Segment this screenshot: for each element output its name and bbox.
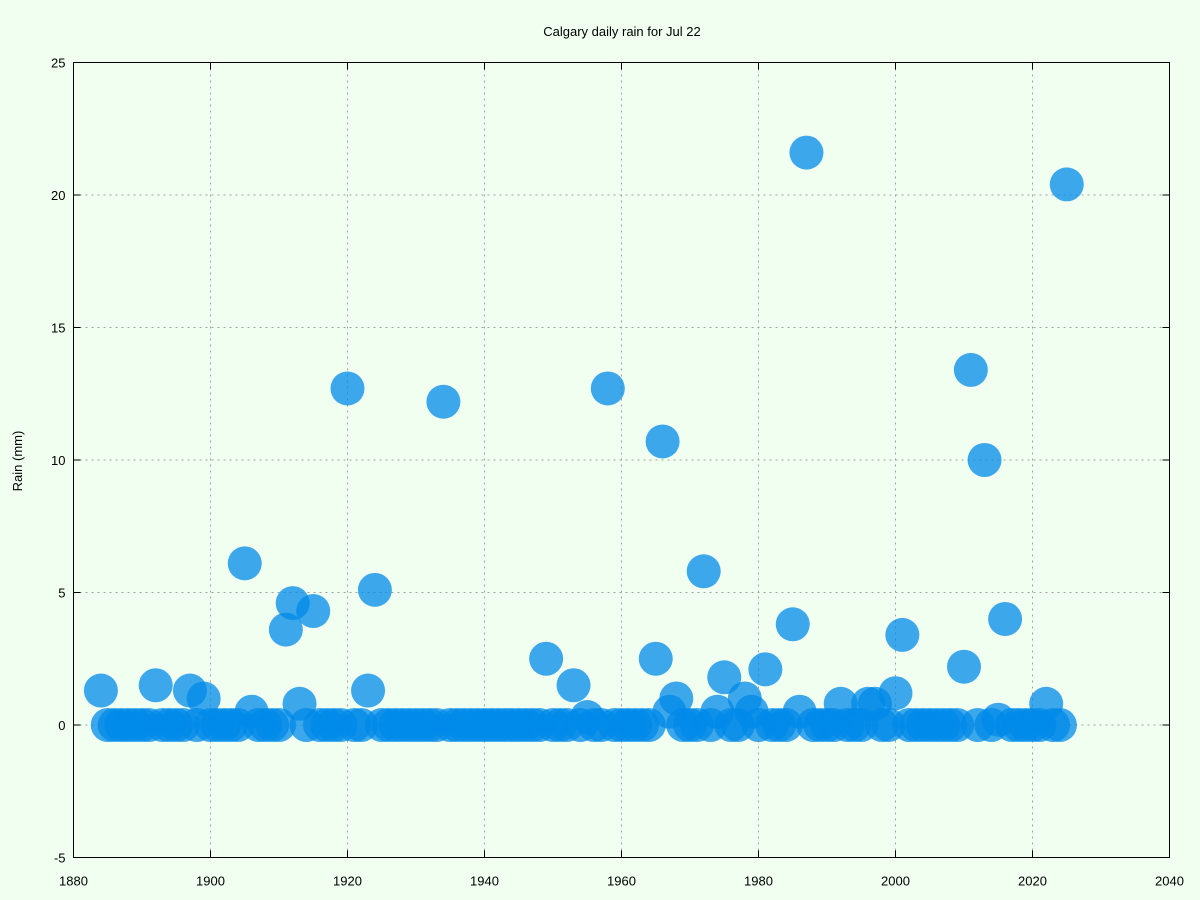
x-tick-label: 1880	[59, 874, 88, 889]
y-tick-label: 25	[51, 56, 65, 71]
x-tick-label: 1920	[333, 874, 362, 889]
data-point	[268, 612, 303, 647]
data-point	[590, 371, 625, 406]
data-point	[988, 602, 1023, 636]
y-tick-label: 5	[58, 586, 65, 601]
axis-ticks: 1880 1900 1920 1940 1960 1980 2000 2020 2040 -5 0 5…	[51, 56, 1184, 889]
data-points	[83, 135, 1084, 742]
data-point	[1042, 708, 1077, 742]
x-tick-label: 1940	[470, 874, 499, 889]
data-point	[227, 546, 262, 581]
x-tick-label: 1960	[607, 874, 636, 889]
data-point	[878, 676, 913, 711]
data-point	[351, 673, 386, 708]
data-point	[1049, 167, 1084, 202]
data-point	[967, 443, 1002, 477]
x-tick-label: 1980	[744, 874, 773, 889]
data-point	[707, 660, 742, 695]
data-point	[262, 708, 296, 742]
data-point	[885, 617, 920, 652]
data-point	[748, 652, 783, 687]
x-tick-label: 2020	[1018, 874, 1047, 889]
data-point	[357, 572, 392, 607]
data-point	[186, 681, 221, 716]
data-point	[638, 641, 673, 676]
y-tick-label: 10	[51, 453, 65, 468]
y-tick-label: 15	[51, 321, 65, 336]
x-tick-label: 2040	[1155, 874, 1184, 889]
x-tick-label: 1900	[196, 874, 225, 889]
data-point	[138, 668, 173, 703]
data-point	[789, 135, 824, 170]
x-tick-label: 2000	[881, 874, 910, 889]
data-point	[83, 673, 118, 708]
data-point	[953, 352, 988, 387]
y-tick-label: 0	[58, 718, 65, 733]
data-point	[529, 641, 564, 676]
data-point	[686, 554, 721, 589]
data-point	[947, 649, 981, 684]
chart-title: Calgary daily rain for Jul 22	[543, 24, 701, 39]
data-point	[556, 668, 591, 703]
data-point	[659, 681, 694, 716]
data-point	[775, 607, 810, 642]
data-point	[645, 424, 680, 459]
data-point	[296, 594, 331, 629]
data-point	[330, 371, 365, 406]
data-point	[426, 384, 461, 419]
y-tick-label: 20	[51, 188, 65, 203]
y-tick-label: -5	[54, 851, 66, 866]
y-axis-label: Rain (mm)	[10, 431, 25, 492]
